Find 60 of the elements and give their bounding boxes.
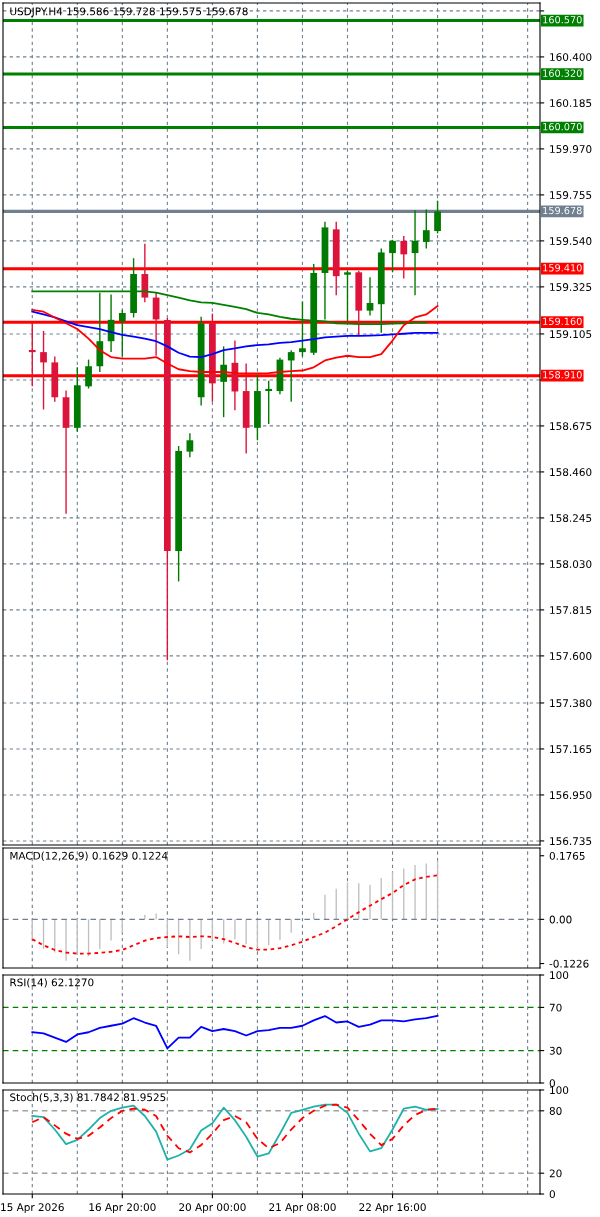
y-tick-label: 156.735 xyxy=(550,837,592,846)
y-tick-label: 70 xyxy=(549,1003,562,1012)
y-tick-label: 100 xyxy=(550,1086,569,1095)
y-tick-label: 159.540 xyxy=(550,237,592,245)
candlestick xyxy=(434,199,441,235)
y-tick-label: 157.600 xyxy=(550,652,592,660)
y-tick-label: 158.245 xyxy=(550,514,592,523)
candlestick xyxy=(265,380,273,425)
candlestick xyxy=(400,235,408,280)
y-tick-label: 159.325 xyxy=(550,283,592,291)
line-series xyxy=(31,310,439,358)
x-tick-label: 22 Apr 16:00 xyxy=(359,1203,426,1214)
chart-title: RSI(14) 62.1270 xyxy=(10,978,94,988)
candlestick xyxy=(28,322,36,388)
line-series xyxy=(31,874,439,955)
y-tick-label: 157.380 xyxy=(550,699,592,708)
chart-title: MACD(12,26,9) 0.1629 0.1224 xyxy=(10,851,168,861)
candlestick xyxy=(220,345,228,418)
x-tick-label: 20 Apr 00:00 xyxy=(179,1203,246,1214)
candlestick xyxy=(287,349,295,403)
ref-line-label: 159.410 xyxy=(543,264,582,272)
y-tick-label: 157.815 xyxy=(550,606,592,614)
y-tick-label: 0 xyxy=(549,1079,555,1088)
ref-line-label: 160.320 xyxy=(543,69,582,77)
ref-line-label: 159.160 xyxy=(543,317,582,325)
y-tick-label: 159.755 xyxy=(550,191,592,199)
candlestick xyxy=(186,432,194,459)
y-tick-label: 156.950 xyxy=(550,791,592,800)
y-tick-label: -0.1226 xyxy=(549,959,589,968)
candlestick xyxy=(141,242,149,303)
y-tick-label: 158.675 xyxy=(550,422,592,431)
y-tick-label: 0.00 xyxy=(549,915,572,924)
y-tick-label: 160.185 xyxy=(550,99,592,108)
y-tick-label: 158.460 xyxy=(550,468,592,477)
candlestick xyxy=(366,276,374,317)
chart-title: USDJPY.H4 159.586 159.728 159.575 159.678 xyxy=(10,7,248,18)
ref-line-label: 160.070 xyxy=(543,122,582,131)
x-tick-label: 15 Apr 2026 xyxy=(1,1203,64,1214)
candlestick xyxy=(40,330,47,411)
y-tick-label: 0 xyxy=(549,1190,555,1199)
y-tick-label: 100 xyxy=(550,971,569,980)
candlestick xyxy=(422,208,430,250)
line-series xyxy=(31,1014,439,1050)
candlestick xyxy=(85,358,92,390)
y-tick-label: 159.105 xyxy=(550,330,592,339)
chart-title: Stoch(5,3,3) 81.7842 81.9525 xyxy=(10,1093,166,1103)
y-tick-label: 80 xyxy=(549,1107,562,1115)
y-tick-label: 157.165 xyxy=(550,745,592,754)
ref-line-label: 160.570 xyxy=(543,16,582,24)
y-tick-label: 160.400 xyxy=(550,53,592,62)
y-tick-label: 159.970 xyxy=(550,145,592,153)
ref-line-label: 158.910 xyxy=(543,371,582,379)
ref-line-label: 159.678 xyxy=(543,206,582,215)
x-tick-label: 16 Apr 20:00 xyxy=(89,1203,156,1214)
y-tick-label: 158.030 xyxy=(550,560,592,569)
x-tick-label: 21 Apr 08:00 xyxy=(269,1203,336,1214)
y-tick-label: 30 xyxy=(549,1046,562,1055)
candlestick xyxy=(118,309,126,358)
y-tick-label: 0.1765 xyxy=(549,851,585,860)
y-tick-label: 20 xyxy=(549,1169,562,1178)
